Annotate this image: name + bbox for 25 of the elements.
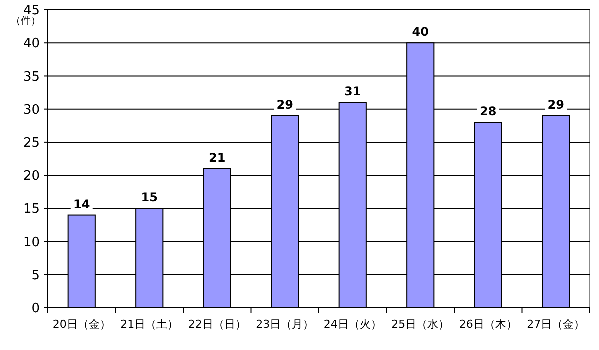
data-label: 29 xyxy=(548,98,564,112)
y-tick-label: 40 xyxy=(23,36,40,52)
y-tick-label: 25 xyxy=(23,136,40,151)
y-tick-label: 15 xyxy=(23,202,40,218)
data-label: 28 xyxy=(480,104,497,119)
data-label: 31 xyxy=(344,84,362,99)
x-tick-label: 22日（日） xyxy=(188,318,246,331)
y-tick-label: 30 xyxy=(23,102,40,118)
x-tick-label: 26日（木） xyxy=(459,318,518,331)
data-label: 29 xyxy=(276,98,294,112)
data-label: 21 xyxy=(209,150,226,165)
x-tick-label: 23日（月） xyxy=(256,318,314,331)
data-label: 40 xyxy=(412,25,429,40)
y-tick-label: 35 xyxy=(23,70,40,85)
data-label: 14 xyxy=(74,197,90,212)
x-tick-label: 25日（水） xyxy=(392,318,450,331)
y-tick-label: 10 xyxy=(23,235,40,250)
y-tick-label: 5 xyxy=(32,268,40,284)
x-tick-label: 21日（土） xyxy=(120,318,179,331)
x-tick-label: 27日（金） xyxy=(527,318,586,331)
x-tick-label: 20日（金） xyxy=(52,318,111,331)
y-tick-label: 20 xyxy=(23,169,40,184)
data-label: 15 xyxy=(141,190,158,205)
x-tick-label: 24日（火） xyxy=(324,318,382,331)
y-tick-label: 0 xyxy=(32,302,40,317)
